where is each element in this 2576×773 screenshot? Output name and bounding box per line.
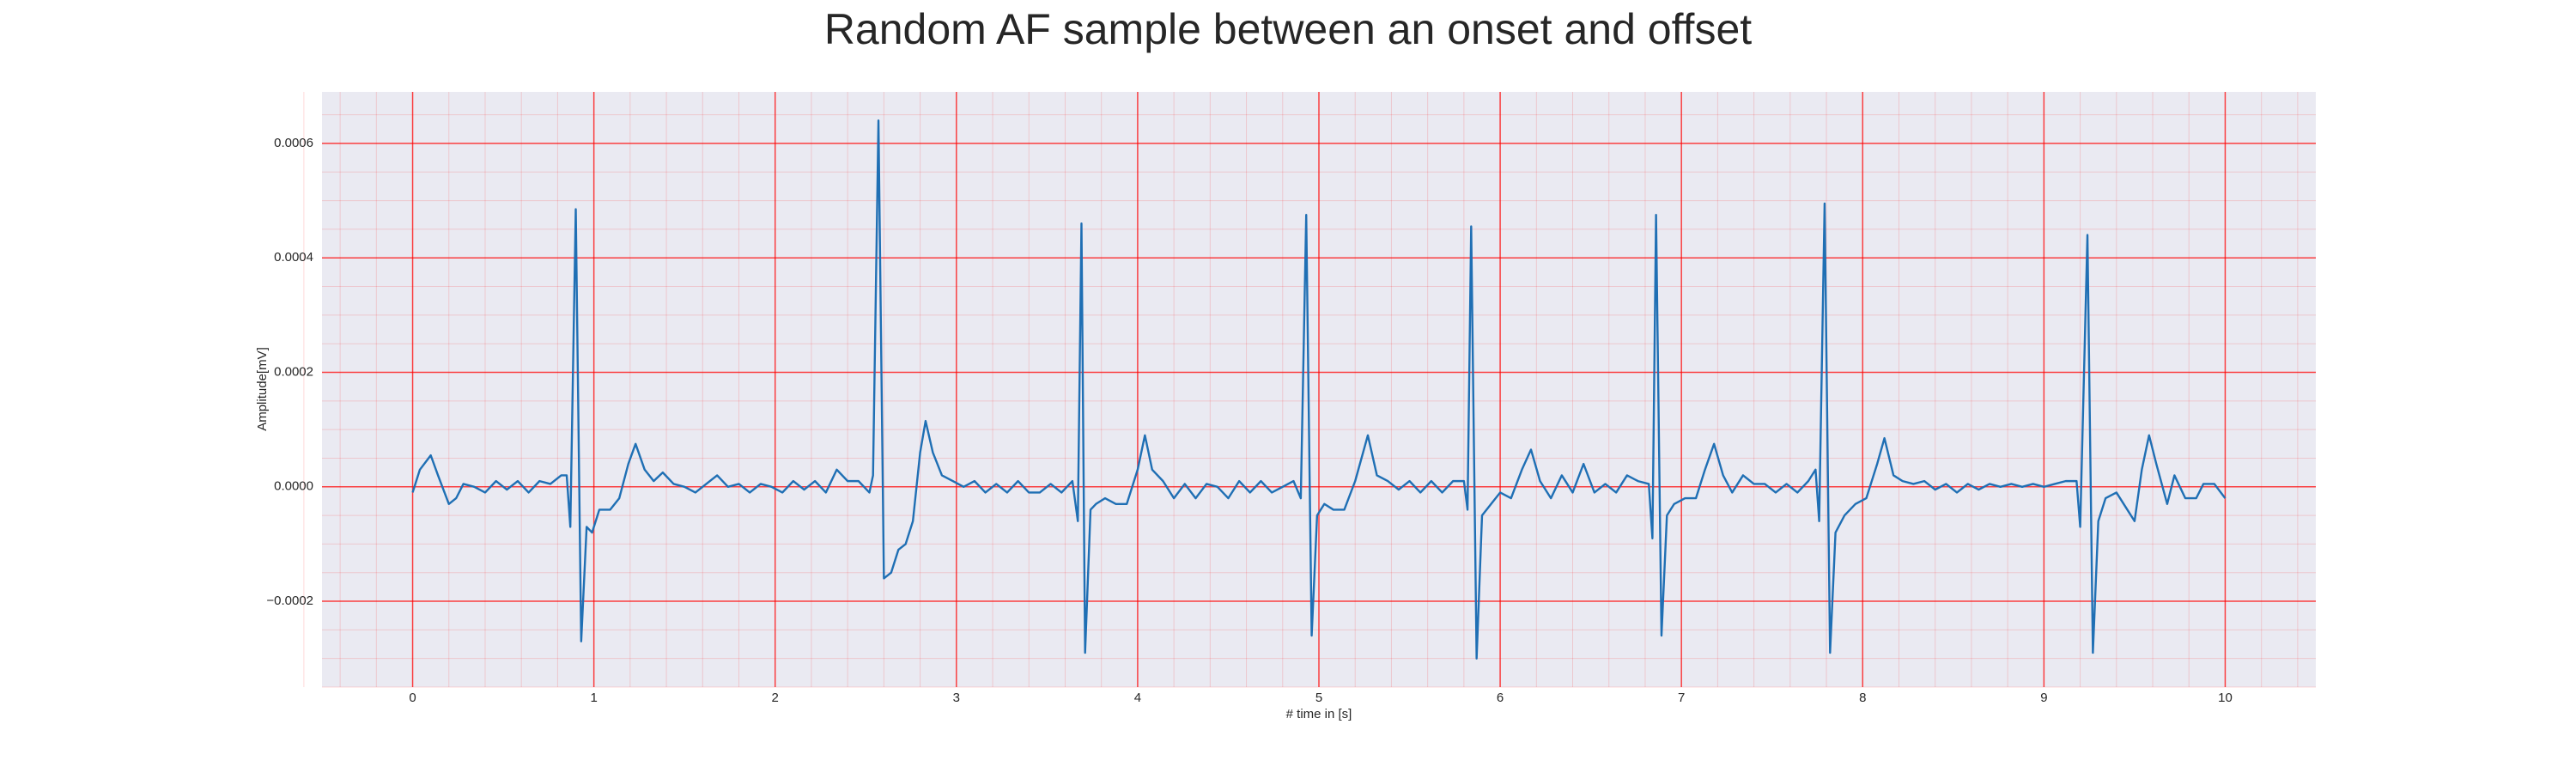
x-tick-label: 2 bbox=[772, 691, 779, 705]
y-tick-label: 0.0006 bbox=[274, 136, 313, 150]
y-axis-label: Amplitude[mV] bbox=[255, 347, 270, 431]
y-tick-label: 0.0000 bbox=[274, 479, 313, 494]
data-line bbox=[411, 119, 2227, 660]
y-tick-label: −0.0002 bbox=[266, 593, 313, 608]
x-tick-label: 9 bbox=[2040, 691, 2047, 705]
x-axis-label: # time in [s] bbox=[1286, 707, 1352, 721]
x-tick-label: 6 bbox=[1497, 691, 1504, 705]
x-tick-label: 0 bbox=[409, 691, 416, 705]
x-tick-label: 8 bbox=[1859, 691, 1866, 705]
x-tick-label: 7 bbox=[1678, 691, 1685, 705]
x-tick-label: 1 bbox=[590, 691, 597, 705]
y-tick-label: 0.0004 bbox=[274, 250, 313, 265]
x-tick-label: 10 bbox=[2218, 691, 2233, 705]
chart-title: Random AF sample between an onset and of… bbox=[824, 5, 1752, 53]
x-tick-label: 4 bbox=[1134, 691, 1141, 705]
x-tick-label: 5 bbox=[1315, 691, 1322, 705]
y-tick-label: 0.0002 bbox=[274, 364, 313, 379]
x-tick-label: 3 bbox=[953, 691, 960, 705]
